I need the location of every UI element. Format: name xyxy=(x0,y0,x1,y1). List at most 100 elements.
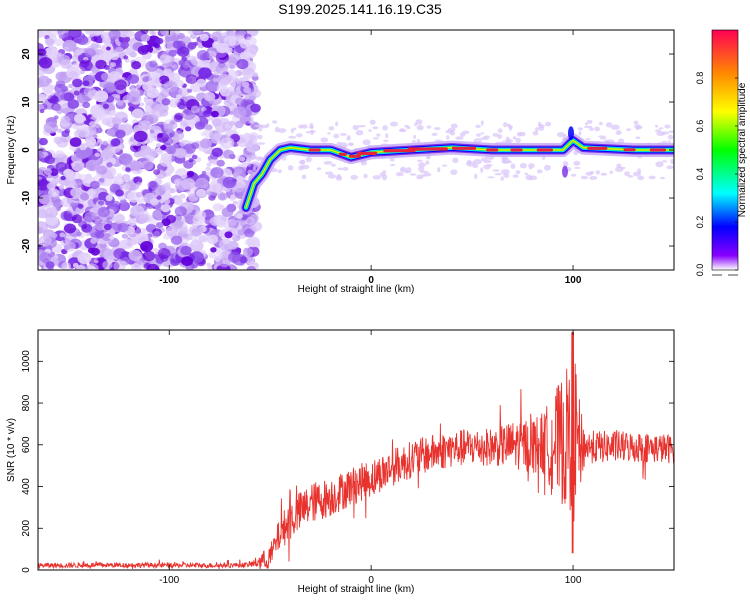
faint-blob xyxy=(411,140,417,143)
noise-blob xyxy=(135,84,141,89)
faint-blob xyxy=(480,132,484,135)
faint-blob xyxy=(382,125,388,131)
noise-blob xyxy=(163,198,171,205)
noise-blob xyxy=(188,55,197,63)
faint-blob xyxy=(301,174,307,180)
faint-blob xyxy=(505,160,513,164)
faint-blob xyxy=(296,133,303,138)
noise-blob xyxy=(70,162,76,167)
noise-blob xyxy=(191,154,198,160)
snr-y-tick-label: 600 xyxy=(21,436,32,453)
faint-blob xyxy=(528,163,535,169)
noise-blob xyxy=(121,233,129,239)
noise-blob xyxy=(222,237,231,245)
faint-blob xyxy=(501,157,509,160)
noise-blob xyxy=(227,240,239,250)
noise-blob xyxy=(118,201,131,212)
faint-blob xyxy=(536,169,543,174)
noise-blob xyxy=(246,265,256,270)
noise-blob xyxy=(199,33,209,42)
faint-blob xyxy=(632,171,642,177)
noise-blob xyxy=(38,209,48,219)
noise-blob xyxy=(115,189,124,197)
noise-blob xyxy=(249,214,259,222)
noise-blob xyxy=(110,62,117,68)
colorbar-tick-label: 0.2 xyxy=(695,216,705,229)
noise-blob xyxy=(236,175,244,182)
noise-blob xyxy=(178,59,186,66)
noise-blob xyxy=(246,236,260,248)
noise-blob xyxy=(138,213,150,224)
faint-blob xyxy=(664,124,671,129)
faint-blob xyxy=(494,172,502,176)
noise-blob xyxy=(117,222,129,233)
noise-blob xyxy=(68,30,82,38)
faint-blob xyxy=(480,167,484,173)
noise-blob xyxy=(127,74,139,84)
colorbar-tick-label: 0.4 xyxy=(695,168,705,181)
faint-blob xyxy=(616,163,622,168)
noise-blob xyxy=(84,48,96,58)
signal-core xyxy=(587,146,608,150)
noise-blob xyxy=(166,145,176,155)
faint-blob xyxy=(417,159,423,162)
faint-blob xyxy=(529,167,532,170)
noise-blob xyxy=(153,169,161,176)
noise-blob xyxy=(90,42,99,50)
noise-blob xyxy=(237,225,243,230)
faint-blob xyxy=(455,136,464,141)
noise-blob xyxy=(242,67,256,79)
noise-blob xyxy=(181,178,196,190)
noise-blob xyxy=(39,109,45,114)
noise-blob xyxy=(174,206,187,217)
noise-blob xyxy=(224,231,233,239)
noise-blob xyxy=(228,120,236,127)
noise-blob xyxy=(102,260,113,270)
noise-blob xyxy=(249,221,263,232)
faint-blob xyxy=(450,123,458,129)
faint-blob xyxy=(515,170,521,175)
faint-blob xyxy=(502,159,506,164)
noise-blob xyxy=(96,147,103,153)
noise-blob xyxy=(38,235,52,247)
faint-blob xyxy=(615,130,622,136)
noise-blob xyxy=(80,192,90,201)
faint-blob xyxy=(368,129,372,132)
faint-blob xyxy=(519,162,528,169)
noise-blob xyxy=(70,187,83,198)
faint-blob xyxy=(658,127,664,130)
noise-blob xyxy=(234,168,243,175)
faint-blob xyxy=(422,172,432,177)
noise-blob xyxy=(227,86,235,93)
noise-blob xyxy=(148,148,158,157)
noise-blob xyxy=(235,247,242,253)
faint-blob xyxy=(586,119,593,124)
faint-blob xyxy=(257,134,263,140)
spectrogram-y-tick-label: 0 xyxy=(21,147,32,153)
noise-blob xyxy=(146,203,154,210)
noise-blob xyxy=(58,34,65,40)
noise-blob xyxy=(160,152,172,162)
noise-blob xyxy=(146,87,160,99)
faint-blob xyxy=(357,124,366,128)
signal-core xyxy=(348,154,361,158)
noise-blob xyxy=(82,80,90,87)
noise-blob xyxy=(242,247,254,257)
faint-blob xyxy=(369,119,376,125)
faint-blob xyxy=(580,175,589,180)
faint-blob xyxy=(259,124,269,129)
noise-blob xyxy=(48,188,60,198)
spectrogram-y-tick-label: 10 xyxy=(21,96,32,108)
noise-blob xyxy=(45,215,59,226)
faint-blob xyxy=(290,128,294,134)
faint-blob xyxy=(667,140,671,144)
noise-blob xyxy=(203,92,216,102)
noise-blob xyxy=(179,193,186,199)
noise-blob xyxy=(91,36,98,42)
faint-blob xyxy=(466,161,475,167)
noise-blob xyxy=(113,261,126,270)
snr-x-label: Height of straight line (km) xyxy=(298,584,415,595)
signal-core xyxy=(451,146,477,150)
noise-blob xyxy=(246,162,252,168)
noise-blob xyxy=(53,136,63,145)
